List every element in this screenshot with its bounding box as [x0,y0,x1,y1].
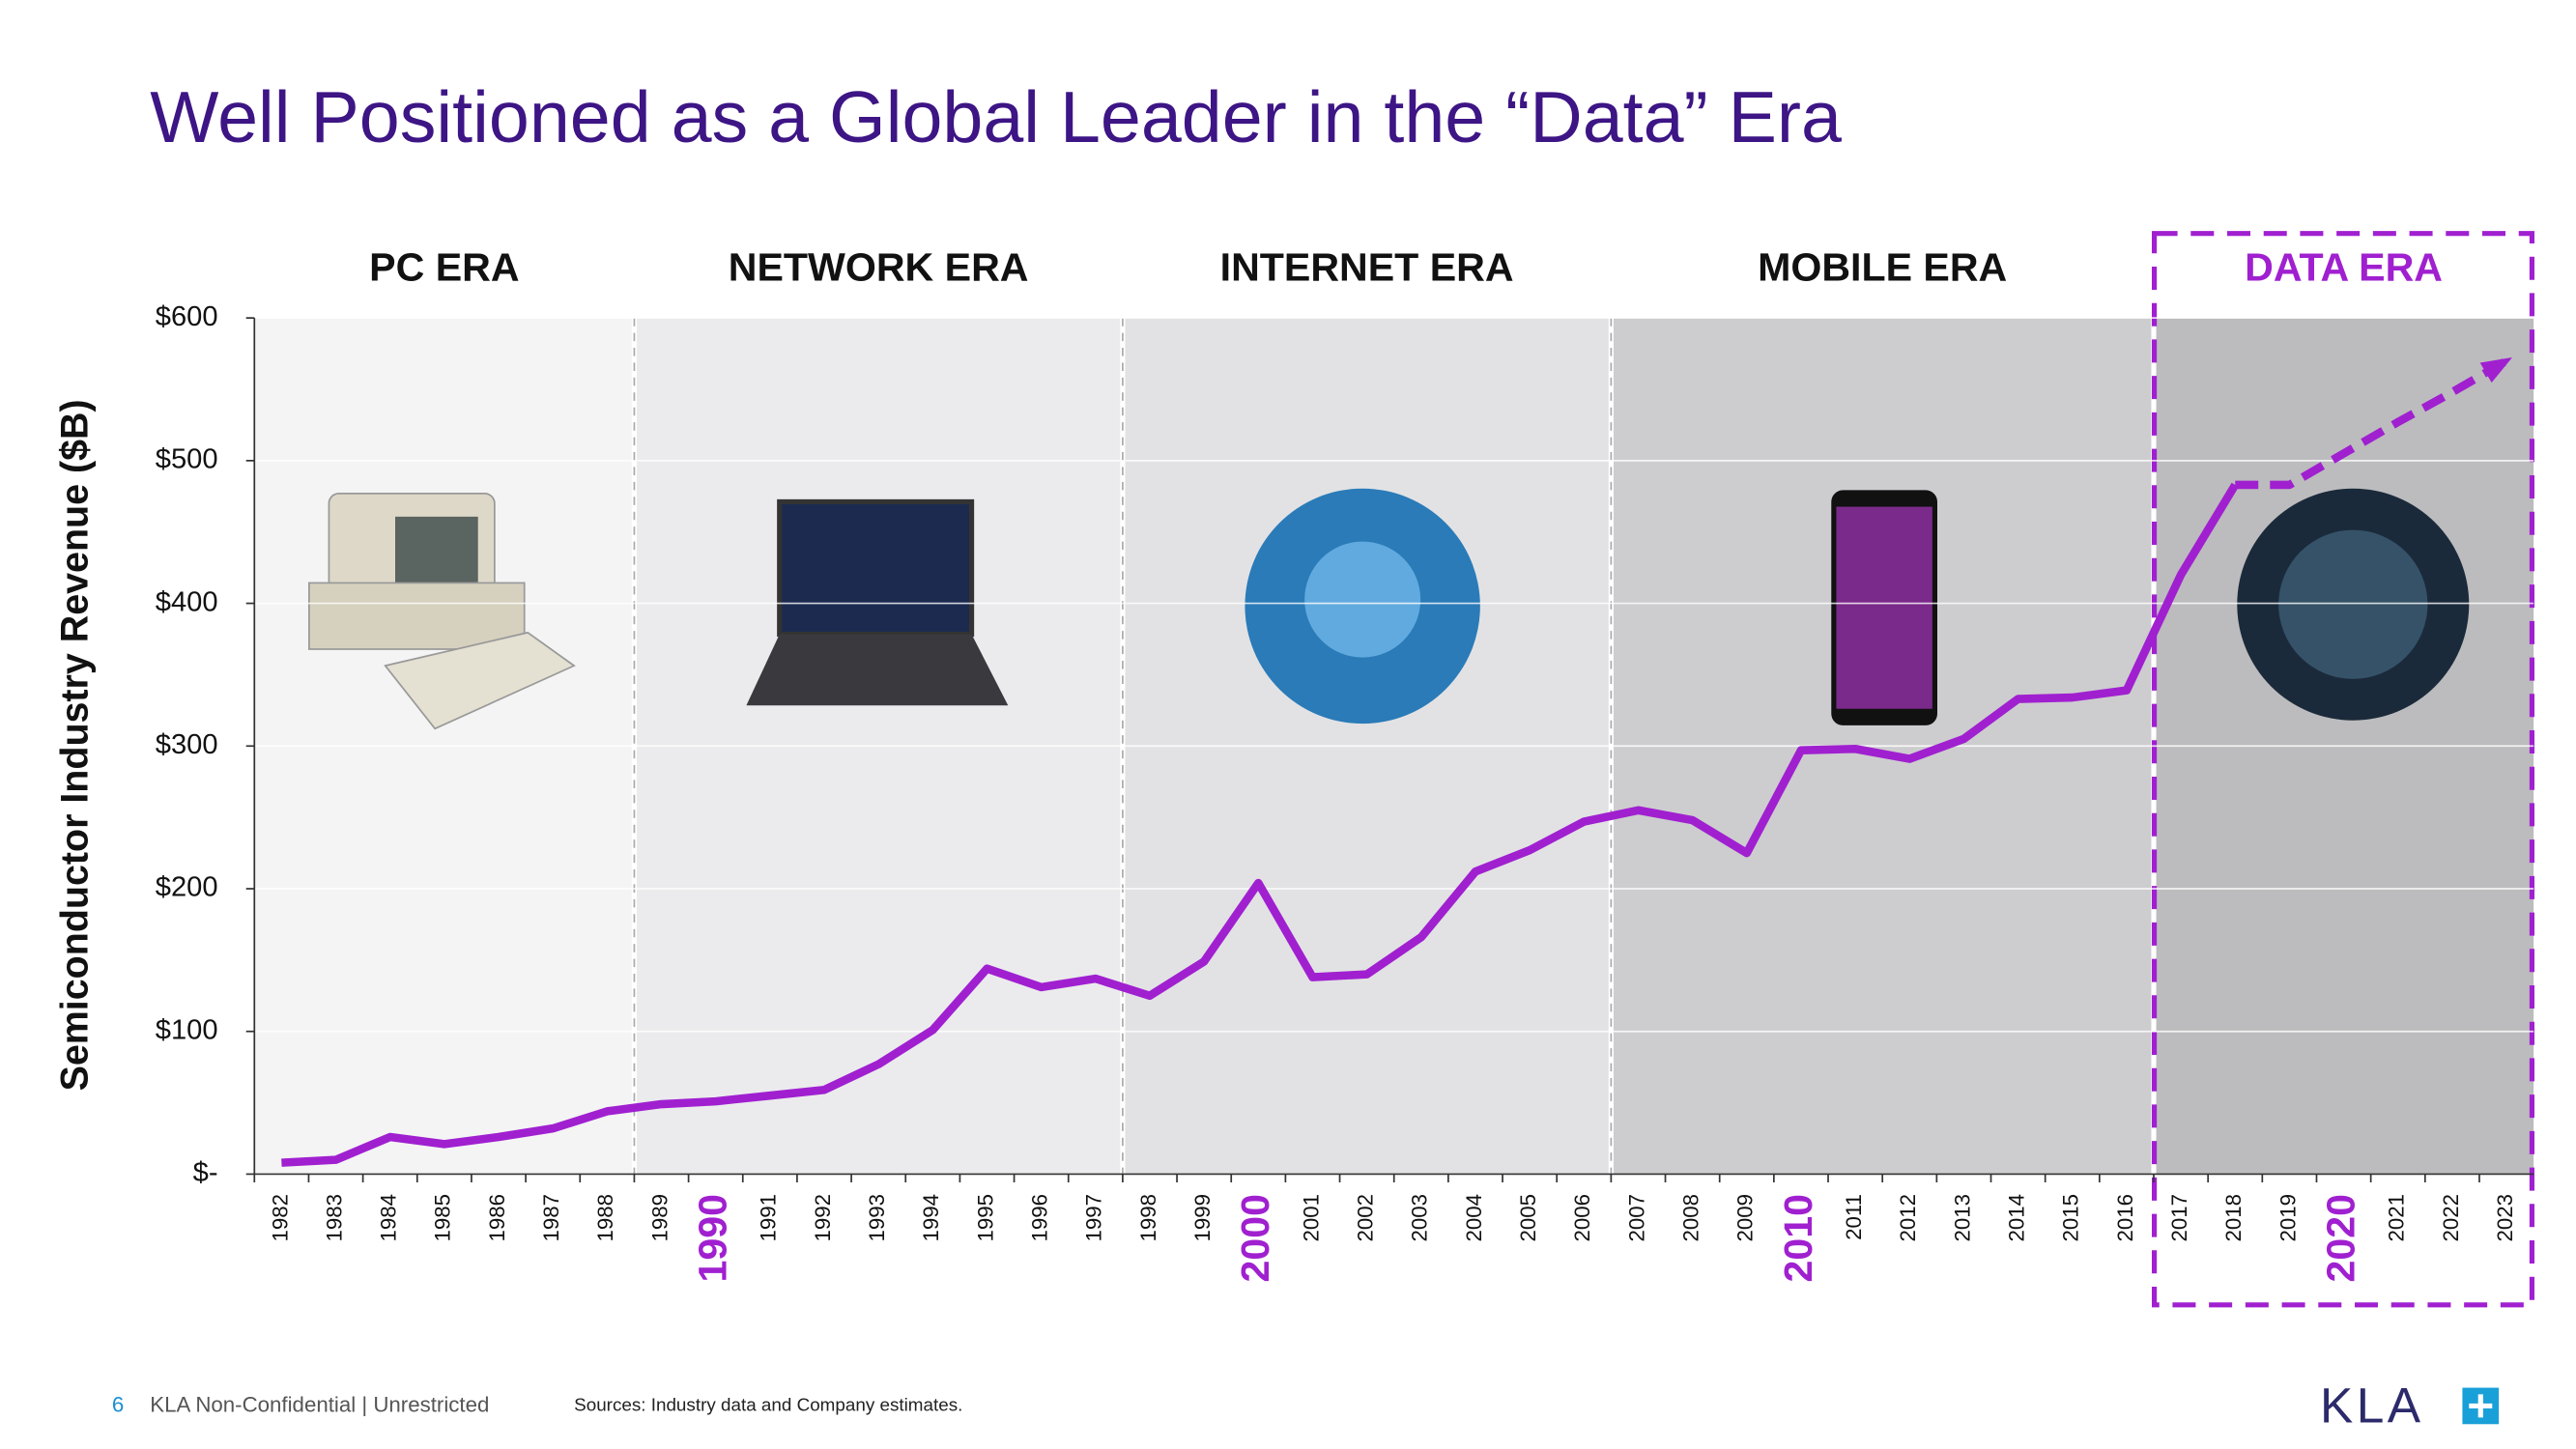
x-tick-label: 1991 [757,1194,781,1242]
series-line [2235,356,2509,490]
x-tick-label: 1997 [1082,1194,1106,1242]
x-tick-label: 1983 [322,1194,346,1242]
x-tick-label: 2002 [1354,1194,1378,1242]
sources: Sources: Industry data and Company estim… [574,1394,962,1414]
y-tick-label: $500 [156,444,218,475]
x-tick-label: 1994 [919,1194,943,1242]
arrow-head [2479,357,2512,384]
series-line [281,482,2239,1167]
classification: KLA Non-Confidential | Unrestricted [150,1392,489,1416]
x-tick-label: 2001 [1299,1194,1323,1242]
slide-title: Well Positioned as a Global Leader in th… [150,76,1842,157]
x-tick-label: 2017 [2167,1194,2191,1242]
pc-base [308,582,526,650]
y-tick-label: $300 [156,729,218,760]
x-tick-label: 2011 [1842,1194,1866,1240]
x-tick-label: 2021 [2385,1194,2409,1242]
x-tick-label: 1982 [268,1194,292,1242]
x-tick-label: 1999 [1190,1194,1215,1242]
x-tick-label: 1998 [1136,1194,1160,1242]
x-tick-label: 2016 [2113,1194,2137,1242]
phone-screen [1836,506,1932,709]
plot: PC ERA NETWORK ERA INTERNET ERA MOBILE ERA D… [156,231,2534,1308]
y-tick-label: $400 [156,586,218,617]
x-tick-label: 1984 [377,1194,401,1242]
data-era-box [2152,231,2534,1308]
x-tick-label: 2022 [2439,1194,2463,1242]
data-globe-glow [2278,529,2428,679]
x-tick-label: 1996 [1028,1194,1052,1242]
x-tick-label: 1985 [431,1194,455,1242]
era-icons [308,488,2470,730]
x-tick-label: 2003 [1408,1194,1432,1242]
data-globe [2237,488,2470,721]
x-tick-label: 1992 [811,1194,835,1242]
x-tick-label: 2010 [1776,1194,1820,1283]
x-tick-label: 1990 [691,1194,735,1283]
y-tick-label: $- [193,1157,218,1188]
x-tick-label: 2006 [1570,1194,1594,1242]
x-tick-label: 2023 [2493,1194,2517,1242]
laptop-screen [777,498,975,638]
page-number: 6 [112,1392,124,1416]
y-tick-label: $200 [156,872,218,903]
x-tick-label: 1987 [539,1194,563,1242]
pc-keyboard [384,631,576,730]
y-tick-label: $100 [156,1014,218,1045]
x-tick-label: 2005 [1516,1194,1540,1242]
x-tick-label: 1988 [593,1194,617,1242]
x-tick-label: 2009 [1733,1194,1758,1242]
x-tick-label: 2013 [1950,1194,1974,1242]
x-tick-label: 2008 [1679,1194,1703,1242]
x-tick-label: 2000 [1233,1194,1277,1283]
pc-screen [395,516,478,591]
era-label: MOBILE ERA [1758,244,2007,289]
x-tick-label: 1989 [647,1194,672,1242]
logo: KLA [2320,1377,2423,1433]
y-axis-title: Semiconductor Industry Revenue ($B) [53,399,96,1091]
globe-core [1304,541,1421,658]
x-tick-label: 1986 [485,1194,509,1242]
x-tick-label: 2014 [2004,1194,2028,1242]
era-label: PC ERA [369,244,519,289]
logo-plus [2469,1394,2493,1418]
x-tick-label: 2019 [2275,1194,2300,1242]
y-tick-label: $600 [156,301,218,332]
x-tick-label: 2020 [2318,1194,2362,1283]
x-tick-label: 2007 [1624,1194,1648,1242]
x-tick-label: 2018 [2221,1194,2246,1242]
x-tick-label: 1993 [865,1194,889,1242]
x-tick-label: 2012 [1896,1194,1920,1242]
x-tick-label: 2004 [1462,1194,1486,1242]
x-tick-label: 2015 [2059,1194,2083,1242]
era-label: DATA ERA [2245,244,2443,289]
x-tick-label: 1995 [973,1194,997,1242]
laptop-base [746,634,1009,706]
era-label: INTERNET ERA [1220,244,1514,289]
era-label: NETWORK ERA [729,244,1029,289]
